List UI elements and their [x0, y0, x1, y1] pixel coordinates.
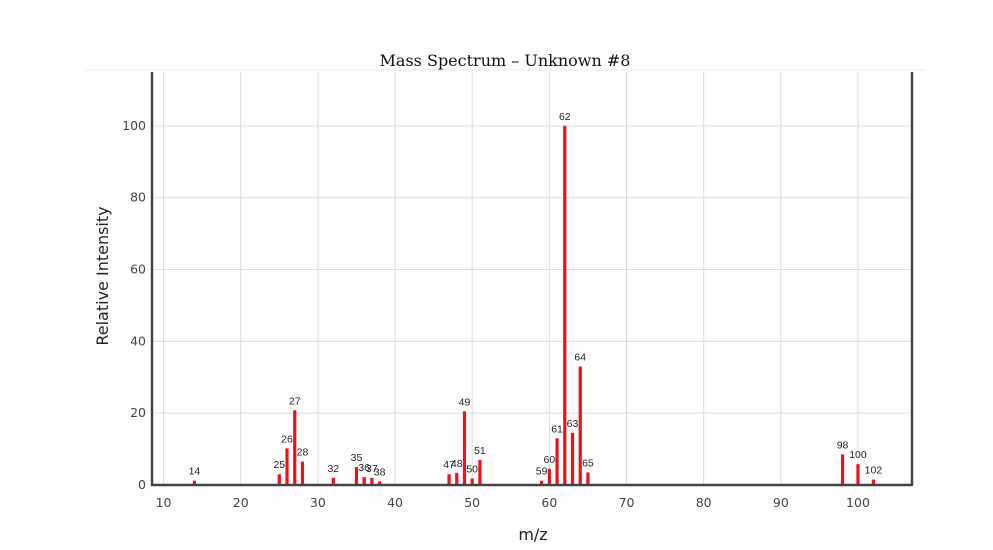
peak-label: 48	[451, 458, 463, 470]
peak-bar	[478, 459, 482, 485]
peak-bar	[578, 366, 582, 485]
peak-bar	[192, 480, 197, 485]
x-axis-title: m/z	[518, 525, 547, 544]
axes	[150, 72, 914, 487]
x-tick-label: 50	[464, 495, 480, 510]
peak-bar	[331, 477, 335, 485]
peak-label: 100	[849, 449, 867, 461]
tick-labels: 10 20 30 40 50 60 70 80 90 100 0 20 40 60 80 100	[122, 118, 870, 510]
bars	[192, 125, 876, 485]
peak-bar	[378, 481, 382, 485]
x-tick-label: 60	[541, 495, 557, 510]
peak-label: 14	[189, 466, 201, 478]
peak-label: 27	[289, 395, 301, 407]
y-tick-label: 100	[122, 118, 146, 133]
peak-label: 63	[567, 418, 579, 430]
peak-label: 28	[297, 447, 309, 459]
peak-label: 49	[459, 396, 471, 408]
y-tick-label: 0	[138, 477, 146, 492]
peak-bar	[285, 448, 289, 485]
peak-bar	[470, 478, 474, 485]
peak-label: 64	[574, 351, 586, 363]
peak-label: 60	[544, 454, 556, 466]
x-tick-label: 90	[773, 495, 789, 510]
peak-label: 32	[327, 463, 339, 475]
peak-bar	[455, 472, 459, 485]
chart-title: Mass Spectrum – Unknown #8	[380, 51, 631, 70]
x-tick-label: 10	[156, 495, 172, 510]
peak-label: 59	[536, 466, 548, 478]
peak-bar	[354, 467, 359, 485]
peak-label: 37	[366, 463, 378, 475]
x-tick-label: 70	[619, 495, 635, 510]
peak-bar	[570, 432, 575, 485]
peak-bar	[563, 125, 567, 485]
x-tick-label: 20	[233, 495, 249, 510]
peak-label: 25	[273, 459, 285, 471]
grid	[152, 72, 912, 486]
peak-bar	[856, 464, 860, 485]
peak-bar	[586, 472, 590, 485]
y-tick-label: 20	[130, 405, 146, 420]
peak-bar	[293, 410, 297, 485]
peak-bar	[547, 468, 551, 485]
peak-label: 50	[466, 464, 478, 476]
y-tick-label: 60	[130, 262, 146, 277]
peak-label: 35	[351, 452, 363, 464]
peak-bar	[370, 477, 374, 485]
peak-bar	[871, 479, 876, 485]
x-tick-label: 80	[696, 495, 712, 510]
peak-label: 62	[559, 111, 571, 123]
peak-bar	[555, 438, 559, 485]
x-tick-label: 40	[387, 495, 403, 510]
y-tick-label: 40	[130, 333, 146, 348]
peak-bar	[362, 477, 366, 485]
peak-bar	[462, 411, 467, 485]
x-tick-label: 30	[310, 495, 326, 510]
peak-label: 47	[443, 459, 455, 471]
peak-bar	[840, 454, 845, 485]
y-axis-title: Relative Intensity	[93, 206, 112, 345]
peak-label: 26	[281, 433, 293, 445]
x-tick-label: 100	[846, 495, 870, 510]
peak-bar	[277, 474, 281, 485]
peak-label: 98	[837, 439, 849, 451]
peak-label: 51	[474, 445, 486, 457]
peak-bar	[300, 461, 305, 485]
peak-label: 102	[865, 465, 883, 477]
y-tick-label: 80	[130, 190, 146, 205]
peak-label: 36	[358, 462, 370, 474]
peak-bar	[540, 480, 544, 485]
peak-bar	[447, 474, 451, 485]
peak-label: 61	[551, 423, 563, 435]
peak-label: 38	[374, 466, 386, 478]
peak-label: 65	[582, 457, 594, 469]
